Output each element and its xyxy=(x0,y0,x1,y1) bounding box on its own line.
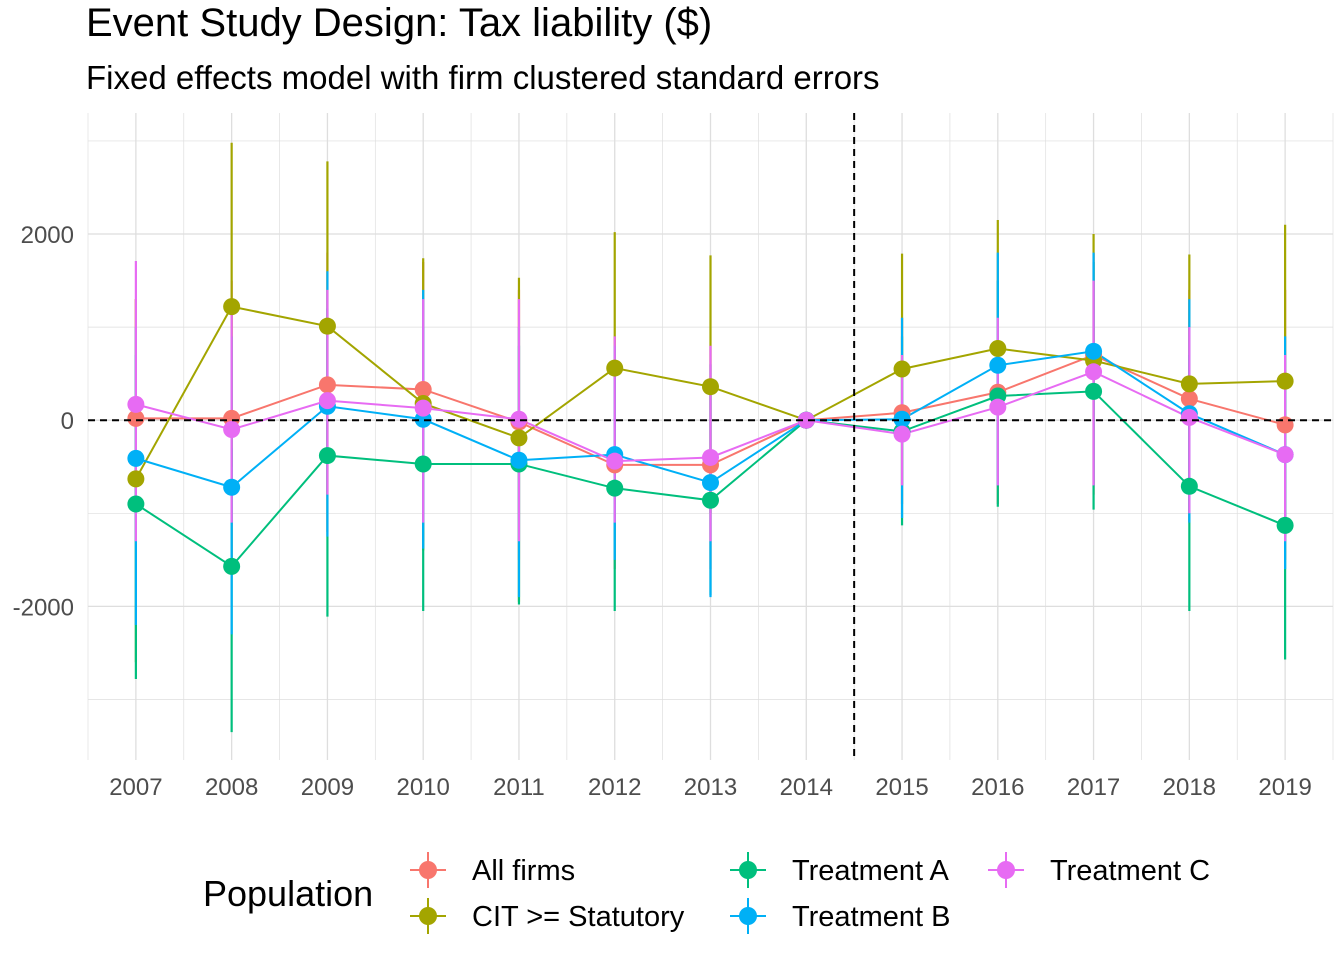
data-point-cit-statutory xyxy=(1180,375,1198,393)
x-tick-label: 2008 xyxy=(205,774,258,801)
y-tick-label: 2000 xyxy=(21,222,74,249)
x-tick-label: 2017 xyxy=(1067,774,1120,801)
y-axis-ticks: -2000 0 2000 xyxy=(13,222,74,621)
data-point-all-firms xyxy=(318,376,336,394)
data-point-treatment-b xyxy=(989,356,1007,374)
legend-item: Treatment A xyxy=(730,852,950,888)
data-point-cit-statutory xyxy=(702,378,719,396)
x-tick-label: 2019 xyxy=(1258,774,1311,801)
chart-title: Event Study Design: Tax liability ($) xyxy=(86,1,712,45)
data-point-treatment-c xyxy=(893,425,911,443)
legend-key-point xyxy=(419,861,437,879)
data-point-treatment-b xyxy=(1085,342,1103,360)
legend-label: CIT >= Statutory xyxy=(472,901,685,933)
data-point-all-firms xyxy=(1180,390,1198,408)
data-point-cit-statutory xyxy=(510,429,528,447)
data-point-all-firms xyxy=(414,380,432,398)
y-tick-label: 0 xyxy=(61,408,74,435)
x-axis-ticks: 2007 2008 2009 2010 2011 2012 2013 2014 2015 2016… xyxy=(109,774,1312,801)
data-point-treatment-a xyxy=(414,455,432,473)
data-point-cit-statutory xyxy=(606,359,624,377)
data-point-treatment-c xyxy=(510,410,528,428)
x-tick-label: 2016 xyxy=(971,774,1024,801)
y-tick-label: -2000 xyxy=(13,594,74,621)
reference-lines xyxy=(88,113,1333,760)
legend-key-point xyxy=(739,907,757,925)
data-point-treatment-b xyxy=(223,478,241,496)
legend-label: Treatment A xyxy=(792,855,950,887)
x-tick-label: 2014 xyxy=(780,774,833,801)
legend-key-point xyxy=(997,861,1015,879)
data-point-treatment-c xyxy=(797,411,815,429)
x-tick-label: 2015 xyxy=(875,774,928,801)
data-point-treatment-a xyxy=(1085,382,1103,400)
legend-key-point xyxy=(419,907,437,925)
data-point-cit-statutory xyxy=(127,470,145,488)
data-point-treatment-c xyxy=(1085,363,1103,381)
x-tick-label: 2009 xyxy=(301,774,354,801)
data-point-cit-statutory xyxy=(223,298,241,316)
data-point-treatment-c xyxy=(702,448,719,466)
data-point-treatment-b xyxy=(127,449,145,467)
data-point-treatment-a xyxy=(1276,516,1294,534)
x-tick-label: 2011 xyxy=(493,774,545,801)
legend-key-point xyxy=(739,861,757,879)
legend-item: CIT >= Statutory xyxy=(410,898,685,934)
chart-subtitle: Fixed effects model with firm clustered … xyxy=(86,59,880,96)
data-point-treatment-b xyxy=(510,451,528,469)
data-point-treatment-c xyxy=(989,398,1007,416)
data-point-treatment-c xyxy=(1276,446,1294,464)
x-tick-label: 2018 xyxy=(1163,774,1216,801)
data-point-treatment-c xyxy=(606,452,624,470)
x-tick-label: 2010 xyxy=(396,774,449,801)
data-point-treatment-c xyxy=(414,399,432,417)
data-point-treatment-b xyxy=(702,474,719,492)
data-point-cit-statutory xyxy=(318,317,336,335)
data-point-treatment-c xyxy=(127,395,145,413)
legend: Population All firms CIT >= Statutory Trea… xyxy=(203,852,1210,934)
legend-label: Treatment C xyxy=(1050,855,1210,887)
data-point-treatment-a xyxy=(223,557,241,575)
x-tick-label: 2013 xyxy=(684,774,737,801)
data-point-all-firms xyxy=(1276,416,1294,434)
data-point-treatment-c xyxy=(318,392,336,410)
data-point-treatment-a xyxy=(1180,477,1198,495)
legend-title: Population xyxy=(203,873,373,914)
data-point-treatment-c xyxy=(223,421,241,439)
legend-item: Treatment C xyxy=(988,852,1210,888)
data-point-cit-statutory xyxy=(893,360,911,378)
data-point-cit-statutory xyxy=(989,340,1007,358)
x-tick-label: 2007 xyxy=(109,774,162,801)
data-point-treatment-a xyxy=(127,495,145,513)
x-tick-label: 2012 xyxy=(588,774,641,801)
data-point-cit-statutory xyxy=(1276,372,1294,390)
data-point-treatment-a xyxy=(318,447,336,465)
legend-items: All firms CIT >= Statutory Treatment A Trea… xyxy=(410,852,1210,934)
legend-item: Treatment B xyxy=(730,898,950,934)
data-point-treatment-a xyxy=(606,479,624,497)
data-point-treatment-b xyxy=(893,410,911,428)
data-point-treatment-a xyxy=(702,491,719,509)
data-point-treatment-c xyxy=(1180,408,1198,426)
legend-item: All firms xyxy=(410,852,575,888)
legend-label: Treatment B xyxy=(792,901,950,933)
data-point-all-firms xyxy=(127,409,145,427)
legend-label: All firms xyxy=(472,855,575,887)
